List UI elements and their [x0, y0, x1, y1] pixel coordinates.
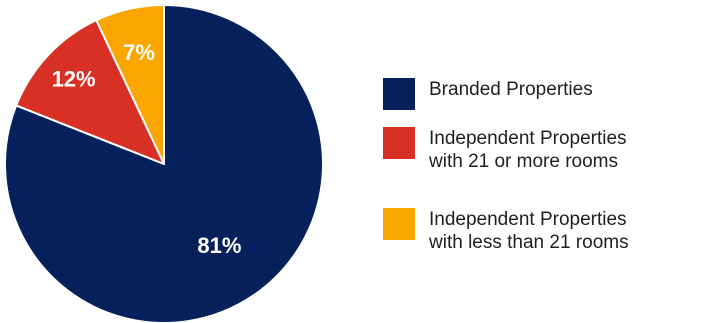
legend-label-independent-under-21-line-1: Independent Properties [429, 209, 627, 230]
legend-swatch-independent-under-21 [383, 208, 415, 240]
pie-slice-independent-21-plus [15, 19, 165, 165]
legend-swatch-independent-21-plus [383, 127, 415, 159]
legend-item-independent-under-21: Independent Properties with less than 21… [383, 208, 699, 254]
legend-label-independent-21-plus-line-1: Independent Properties [429, 128, 627, 149]
legend-swatch-branded [383, 78, 415, 110]
pie-label-independent-21-plus: 12% [52, 67, 96, 92]
legend-item-branded: Branded Properties [383, 78, 699, 110]
legend-item-independent-21-plus: Independent Properties with 21 or more r… [383, 127, 699, 173]
legend-label-independent-under-21: Independent Properties with less than 21… [429, 208, 699, 254]
pie-label-independent-under-21: 7% [123, 40, 155, 65]
legend-label-independent-under-21-line-2: with less than 21 rooms [429, 232, 629, 253]
legend-label-independent-21-plus-line-2: with 21 or more rooms [429, 151, 619, 172]
legend-label-branded: Branded Properties [429, 78, 699, 101]
pie-label-branded: 81% [197, 233, 241, 258]
pie-slice-independent-under-21 [95, 4, 165, 165]
legend-label-independent-21-plus: Independent Properties with 21 or more r… [429, 127, 699, 173]
legend-label-branded-line-1: Branded Properties [429, 79, 593, 100]
